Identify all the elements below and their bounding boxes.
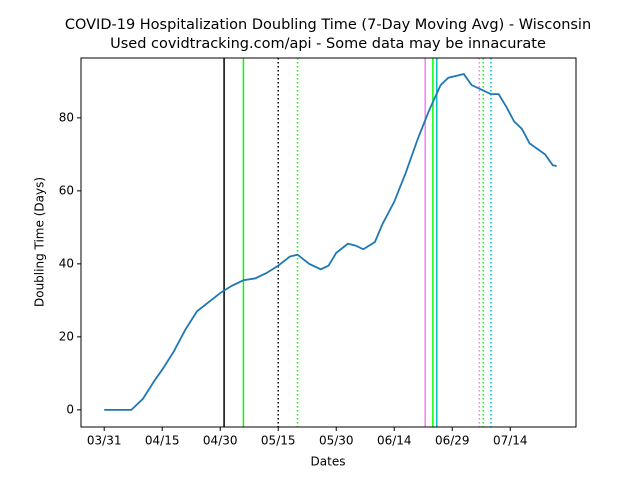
plot-frame	[80, 57, 577, 428]
chart-subtitle: Used covidtracking.com/api - Some data m…	[110, 36, 546, 52]
y-tick-label: 0	[66, 402, 74, 416]
y-tick-label: 80	[59, 110, 74, 124]
x-tick-label: 06/14	[377, 434, 412, 448]
y-tick-label: 40	[59, 256, 74, 270]
x-tick-label: 03/31	[87, 434, 122, 448]
y-tick-label: 20	[59, 329, 74, 343]
x-tick-label: 07/14	[493, 434, 528, 448]
x-tick-label: 06/29	[435, 434, 470, 448]
x-axis-label: Dates	[311, 455, 346, 469]
x-tick-label: 05/30	[319, 434, 354, 448]
y-tick-label: 60	[59, 183, 74, 197]
x-tick-label: 04/15	[145, 434, 180, 448]
chart-title: COVID-19 Hospitalization Doubling Time (…	[65, 17, 591, 33]
y-axis-label: Doubling Time (Days)	[33, 177, 47, 307]
data-line	[104, 73, 557, 411]
x-tick-label: 05/15	[261, 434, 296, 448]
x-tick-label: 04/30	[203, 434, 238, 448]
